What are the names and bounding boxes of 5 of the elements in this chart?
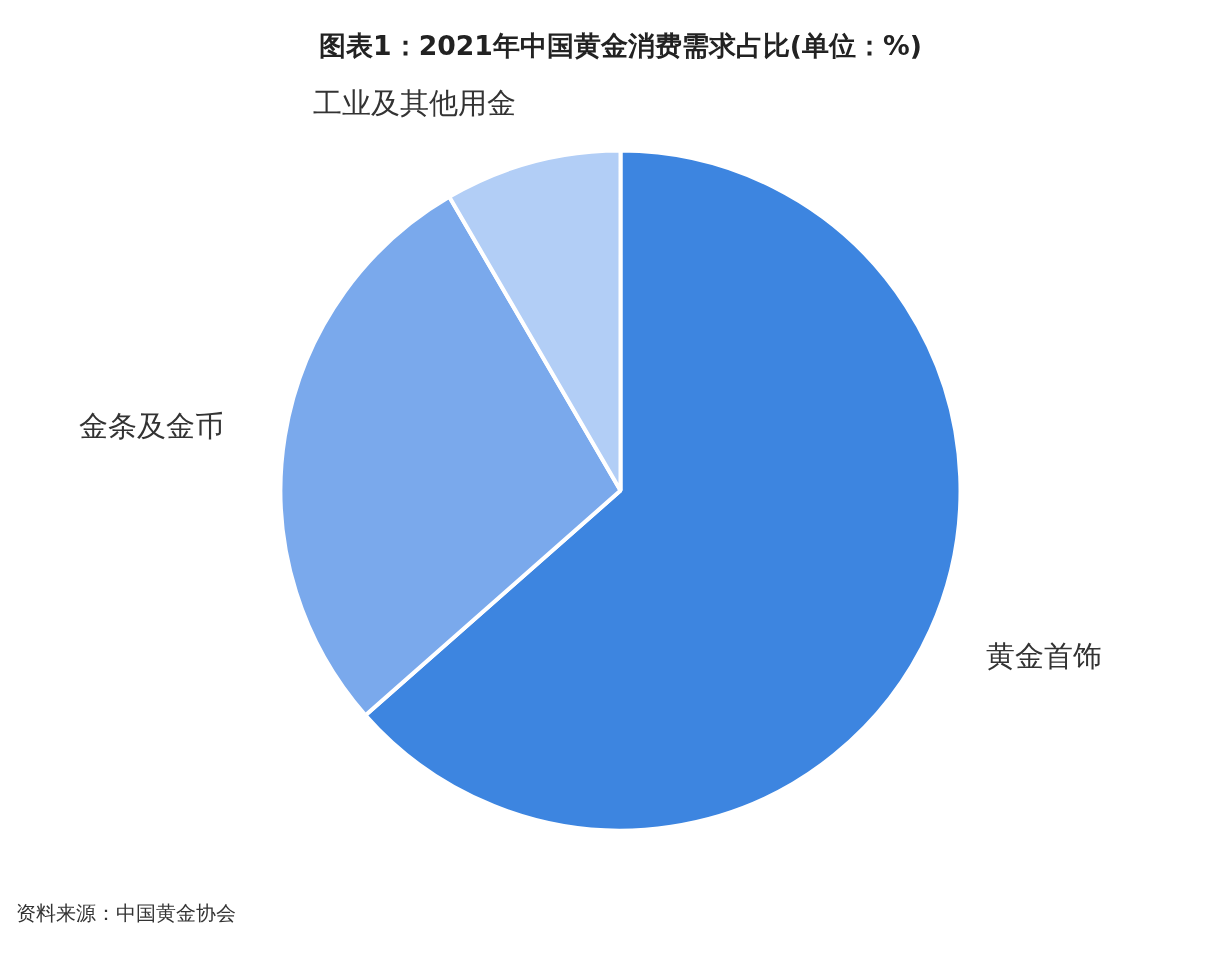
slice-label: 黄金首饰 (986, 638, 1103, 673)
slice-label: 工业及其他用金 (312, 86, 516, 121)
text: 资料来源：中国黄金协会 (15, 900, 236, 925)
chart-title: 图表1：2021年中国黄金消费需求占比(单位：%) (319, 30, 922, 61)
slice-label: 金条及金币 (79, 409, 225, 444)
